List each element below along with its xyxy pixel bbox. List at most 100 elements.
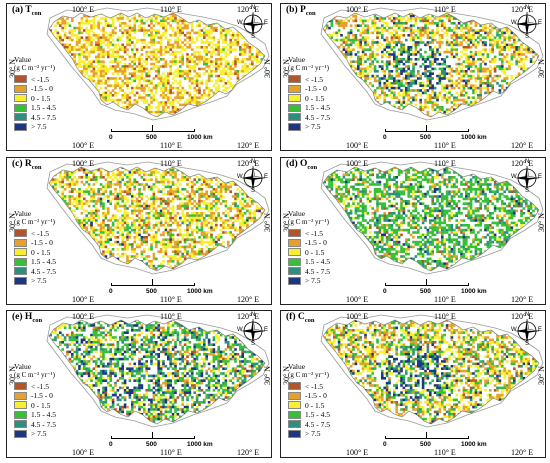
legend-swatch [14,257,27,266]
lon-label-120-bottom: 120° E [511,141,534,150]
legend-label: < -1.5 [31,381,49,391]
legend-item: < -1.5 [14,75,56,85]
legend-item: < -1.5 [288,382,330,392]
legend-item: -1.5 - 0 [288,84,330,94]
scale-label-end: 1000 km [461,134,487,141]
legend-item: -1.5 - 0 [288,238,330,248]
legend-item: 1.5 - 4.5 [288,257,330,267]
legend-label: -1.5 - 0 [305,84,327,93]
legend-swatch [14,94,27,103]
legend-swatch [14,429,27,438]
legend-label: 4.5 - 7.5 [31,419,56,429]
legend-label: < -1.5 [305,228,323,238]
compass-w: W [237,174,243,180]
legend-label: < -1.5 [31,74,49,84]
compass-s: S [525,341,530,347]
legend-item: < -1.5 [14,382,56,392]
lon-label-100-top: 100° E [72,312,95,321]
lat-label-30-right: 30° N [263,366,272,385]
panel-prefix: (f) [286,312,298,322]
lon-label-110-top: 110° E [160,312,182,321]
legend-title: Value [288,55,306,64]
legend-label: > 7.5 [31,429,47,438]
legend-swatch [288,94,301,103]
map-panel-d: (d) Ocon 100° E 110° E 120° E 100° E 110° E 12… [280,157,546,305]
lat-label-30-right: 30° N [263,213,272,232]
legend-swatch [14,276,27,285]
lon-label-120-top: 120° E [237,5,260,14]
legend-title: Value [288,209,306,218]
compass-s: S [251,188,256,194]
legend-swatch [288,238,301,247]
panel-sub: con [31,163,42,171]
lon-label-110-bottom: 110° E [160,448,182,457]
legend-label: < -1.5 [305,381,323,391]
lon-label-100-bottom: 100° E [346,295,369,304]
lon-label-110-top: 110° E [434,159,456,168]
north-arrow-icon: N S E W [511,5,542,40]
scale-label-mid: 500 [146,288,157,295]
lon-label-120-bottom: 120° E [237,295,260,304]
legend-swatch [288,401,301,410]
basin-map [320,314,544,428]
legend-swatch [14,248,27,257]
compass-e: E [538,327,543,333]
compass-e: E [264,174,269,180]
legend-item: 1.5 - 4.5 [14,257,56,267]
lat-label-30-right: 30° N [537,59,546,78]
legend-swatch [288,420,301,429]
lon-label-100-top: 100° E [346,312,369,321]
compass-n: N [525,312,530,318]
legend-item: 4.5 - 7.5 [288,113,330,123]
legend-item: 1.5 - 4.5 [14,103,56,113]
compass-w: W [237,20,243,26]
legend-item: 0 - 1.5 [288,94,330,104]
panel-prefix: (a) [12,5,26,15]
lat-label-30-right: 30° N [537,366,546,385]
legend-swatch [14,420,27,429]
lon-label-110-bottom: 110° E [160,295,182,304]
compass-s: S [525,34,530,40]
scale-label-mid: 500 [420,288,431,295]
legend-item: 1.5 - 4.5 [288,103,330,113]
panel-letter: H [24,312,33,322]
compass-e: E [538,174,543,180]
north-arrow-icon: N S E W [237,312,268,347]
panel-sub: con [32,316,43,324]
legend-swatch [288,84,301,93]
legend-swatch [288,75,301,84]
scale-bar: 0 500 1000 km [109,122,213,142]
legend-item: > 7.5 [288,276,330,286]
legend-item: < -1.5 [288,229,330,239]
scale-label-mid: 500 [146,134,157,141]
lat-label-30-right: 30° N [263,59,272,78]
legend-label: -1.5 - 0 [305,238,327,247]
scale-label-zero: 0 [383,288,387,295]
legend-label: > 7.5 [31,276,47,285]
legend-unit: (g C m⁻² yr⁻¹) [14,370,55,379]
lon-label-100-bottom: 100° E [72,295,95,304]
legend-label: -1.5 - 0 [305,391,327,400]
panel-prefix: (c) [12,159,25,169]
lon-label-120-top: 120° E [511,5,534,14]
basin-map [320,7,544,121]
legend-swatch [288,229,301,238]
map-panel-b: (b) Pcon 100° E 110° E 120° E 100° E 110° E 12… [280,3,546,151]
lon-label-100-bottom: 100° E [72,448,95,457]
legend-unit: (g C m⁻² yr⁻¹) [14,217,55,226]
legend-label: > 7.5 [31,122,47,131]
legend-item: < -1.5 [14,229,56,239]
lon-label-120-bottom: 120° E [237,141,260,150]
legend-label: 1.5 - 4.5 [305,103,330,112]
lon-label-110-bottom: 110° E [434,295,456,304]
legend-unit: (g C m⁻² yr⁻¹) [288,217,329,226]
legend-label: > 7.5 [305,276,321,285]
scale-label-end: 1000 km [187,288,213,295]
basin-map [46,161,270,275]
legend-item: 4.5 - 7.5 [288,267,330,277]
legend-label: 4.5 - 7.5 [305,419,330,429]
